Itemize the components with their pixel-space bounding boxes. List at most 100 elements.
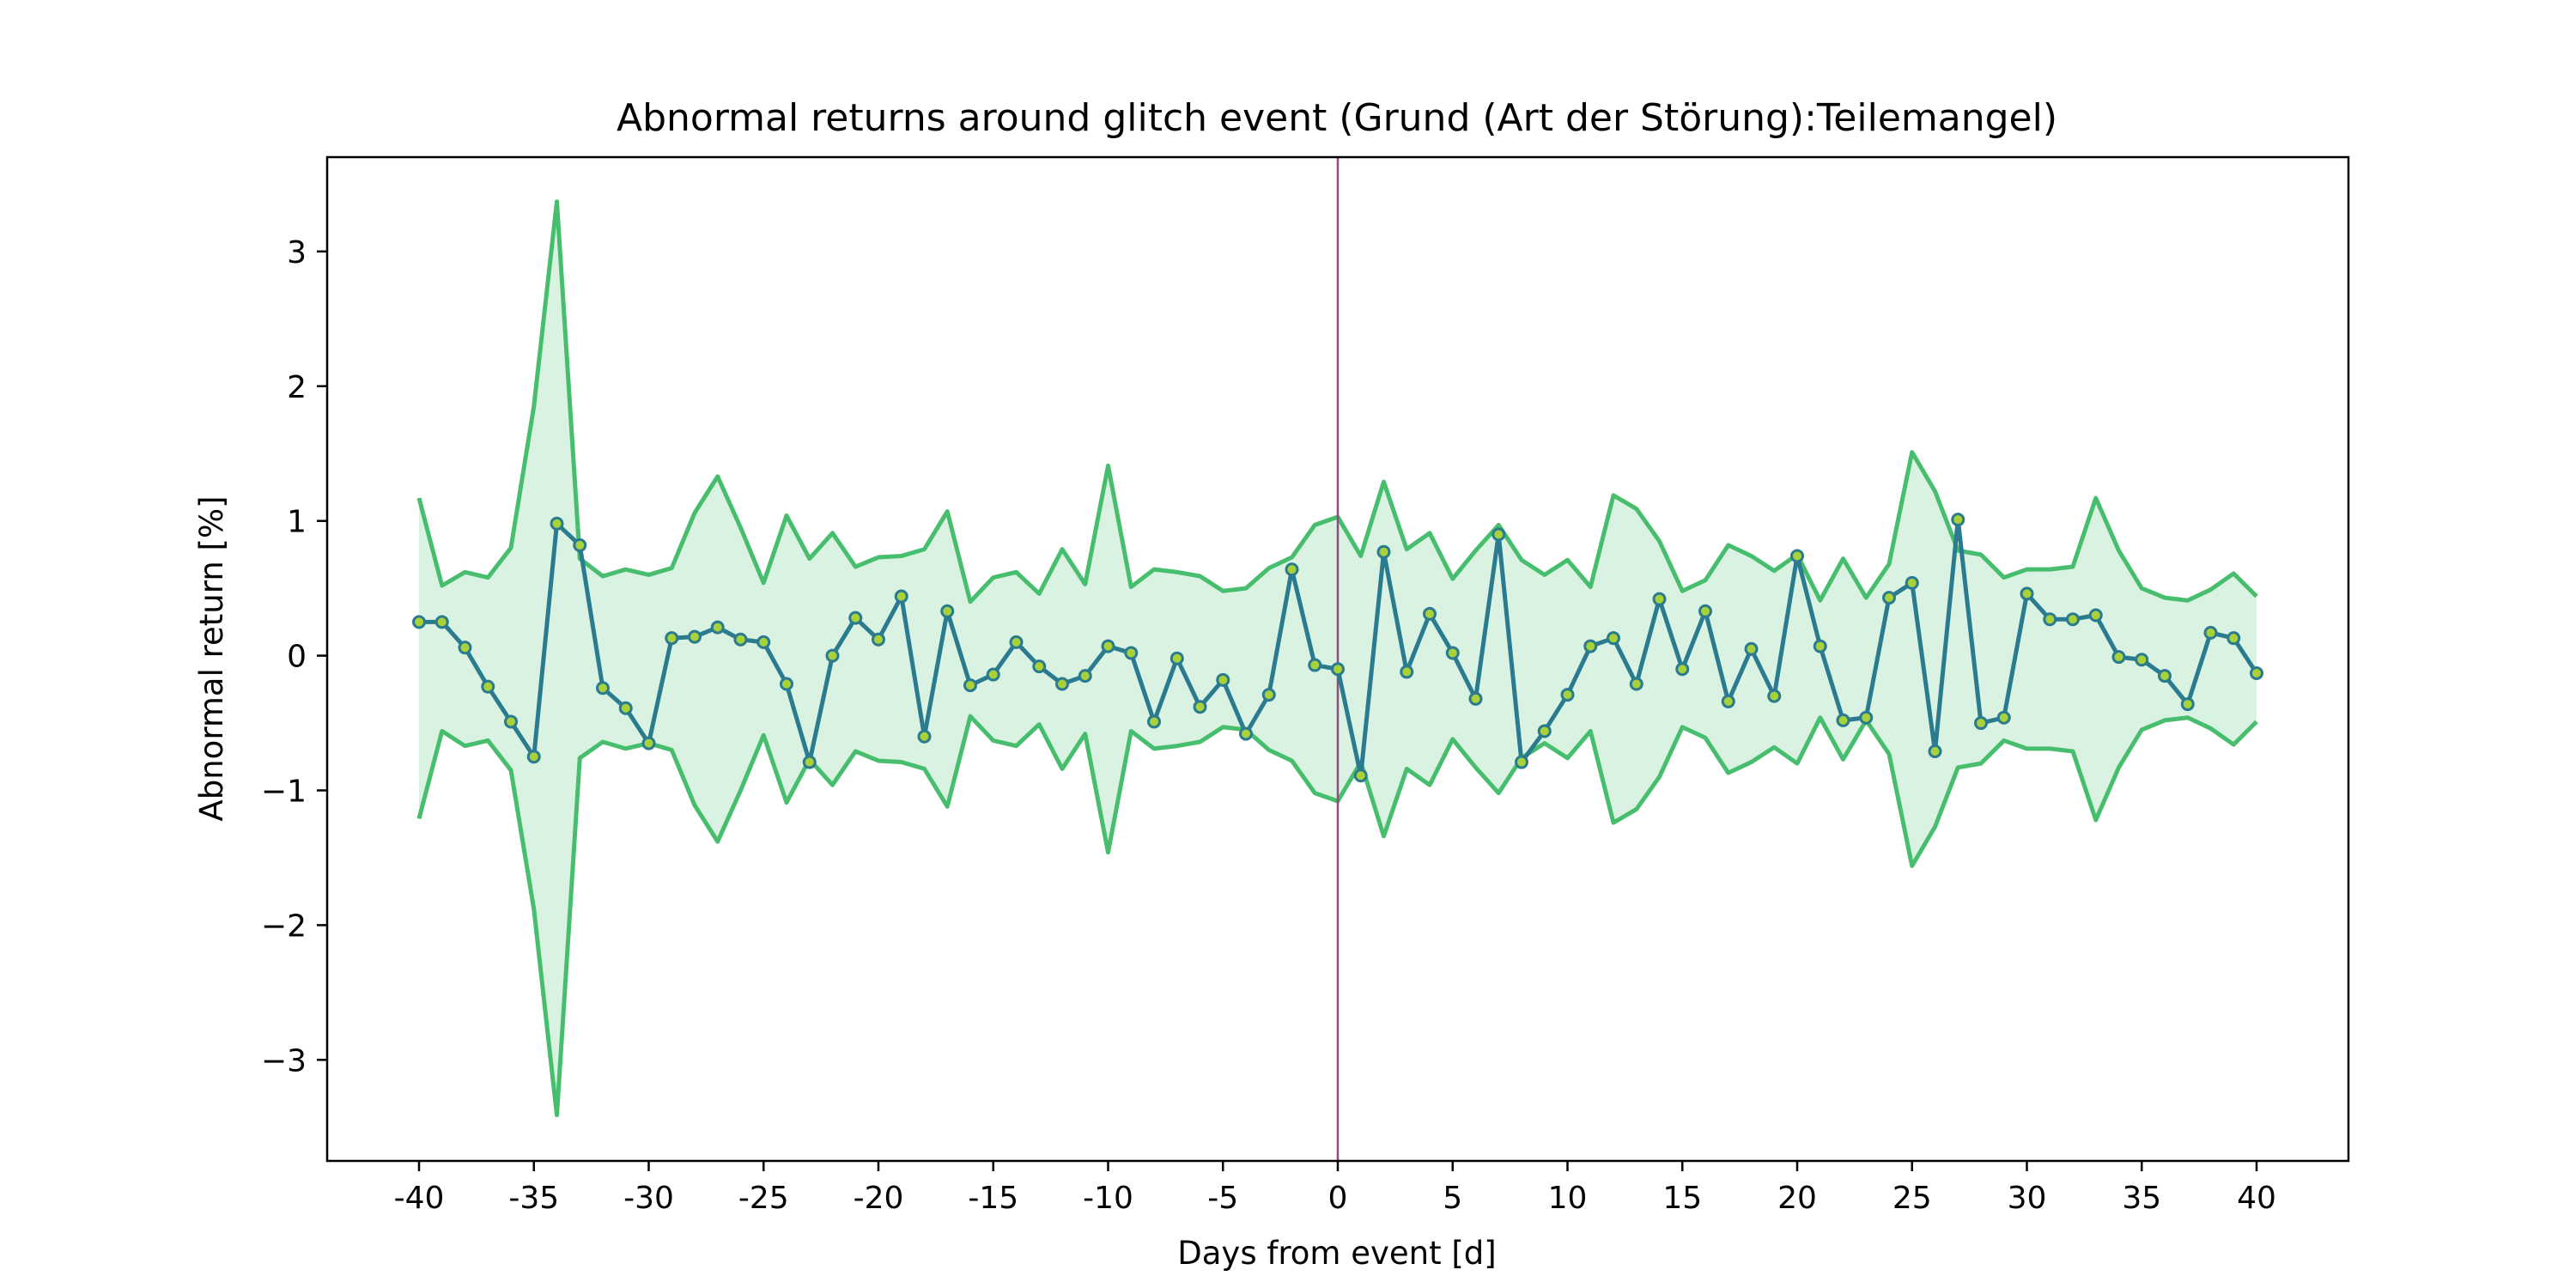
data-point: [1032, 659, 1047, 674]
x-axis: -40 -35 -30 -25 -20 -15 -10 -5 0 5 10 15 20 25 30 35 40: [394, 1161, 2276, 1216]
data-point: [1009, 635, 1024, 649]
data-point: [1445, 646, 1460, 660]
x-tick-label: 30: [2008, 1181, 2047, 1216]
data-point: [641, 736, 656, 750]
x-axis-label: Days from event [d]: [1177, 1235, 1496, 1272]
data-point: [1744, 641, 1759, 656]
data-point: [1147, 714, 1161, 729]
x-tick-label: -5: [1207, 1181, 1238, 1216]
data-point: [802, 755, 817, 769]
data-point: [1836, 713, 1850, 727]
data-point: [1767, 689, 1782, 703]
data-point: [1170, 651, 1184, 665]
data-point: [1055, 677, 1069, 691]
data-point: [963, 678, 977, 693]
data-point: [1996, 710, 2011, 725]
data-point: [618, 701, 633, 715]
x-tick-label: -30: [623, 1181, 674, 1216]
data-point: [1285, 562, 1299, 577]
data-point: [848, 611, 863, 625]
x-tick-label: -10: [1083, 1181, 1133, 1216]
data-point: [1675, 662, 1690, 677]
x-tick-label: -40: [394, 1181, 445, 1216]
data-point: [1813, 639, 1827, 653]
data-point: [2158, 669, 2172, 683]
data-point: [1331, 662, 1345, 677]
data-point: [1882, 591, 1896, 605]
x-tick-label: 20: [1777, 1181, 1817, 1216]
data-point: [1261, 688, 1276, 702]
y-tick-label: 1: [287, 505, 307, 540]
data-point: [1193, 700, 1207, 714]
data-point: [2135, 653, 2149, 667]
data-point: [1928, 744, 1942, 758]
data-point: [526, 750, 541, 764]
y-axis-label: Abnormal return [%]: [193, 495, 230, 821]
data-point: [458, 641, 472, 655]
chart-title: Abnormal returns around glitch event (Gr…: [617, 96, 2057, 140]
data-point: [1583, 639, 1598, 653]
data-point: [872, 632, 885, 647]
data-point: [1353, 769, 1368, 783]
data-point: [550, 516, 564, 531]
data-point: [1239, 726, 1253, 741]
data-point: [1652, 592, 1667, 606]
data-point: [733, 632, 748, 647]
data-point: [1859, 710, 1874, 725]
data-point: [2250, 665, 2263, 680]
data-point: [412, 615, 426, 629]
data-point: [2227, 631, 2241, 646]
data-point: [1607, 631, 1620, 646]
data-point: [1308, 658, 1322, 672]
data-point: [986, 667, 1000, 682]
data-point: [1492, 527, 1506, 542]
x-tick-label: -15: [968, 1181, 1018, 1216]
data-point: [1124, 646, 1139, 660]
data-point: [504, 714, 518, 729]
data-point: [573, 538, 587, 552]
x-tick-label: 15: [1662, 1181, 1702, 1216]
data-point: [2020, 586, 2034, 601]
data-point: [688, 629, 702, 644]
data-point: [756, 635, 771, 649]
data-point: [1400, 665, 1414, 679]
data-point: [1078, 669, 1092, 683]
data-point: [1951, 513, 1965, 527]
data-point: [2088, 608, 2103, 623]
data-point: [940, 604, 955, 618]
data-point: [1537, 724, 1552, 738]
y-tick-label: 3: [287, 235, 307, 270]
data-point: [825, 648, 840, 663]
data-point: [2203, 625, 2218, 640]
x-tick-label: 25: [1893, 1181, 1932, 1216]
data-point: [1698, 604, 1712, 618]
data-point: [1423, 606, 1437, 621]
data-point: [665, 631, 679, 646]
x-tick-label: 35: [2122, 1181, 2161, 1216]
x-tick-label: 5: [1443, 1181, 1462, 1216]
data-point: [2111, 650, 2126, 665]
data-point: [710, 620, 725, 635]
data-point: [596, 681, 610, 696]
y-tick-label: 2: [287, 370, 307, 405]
x-tick-label: -20: [854, 1181, 904, 1216]
data-point: [1216, 672, 1230, 687]
x-tick-label: 0: [1328, 1181, 1348, 1216]
data-point: [1468, 691, 1483, 706]
data-point: [1790, 549, 1804, 563]
data-point: [780, 677, 793, 691]
data-point: [1974, 716, 1988, 731]
data-point: [481, 679, 495, 694]
data-point: [917, 729, 932, 744]
y-tick-label: 0: [287, 640, 307, 675]
data-point: [1629, 677, 1643, 691]
x-tick-label: -35: [508, 1181, 559, 1216]
y-tick-label: −2: [261, 908, 307, 944]
x-tick-label: -25: [738, 1181, 789, 1216]
data-point: [434, 615, 449, 629]
data-point: [1376, 544, 1391, 559]
y-axis: −3 −2 −1 0 1 2 3: [261, 235, 327, 1078]
plot-area: [412, 157, 2263, 1161]
y-tick-label: −1: [261, 774, 307, 809]
